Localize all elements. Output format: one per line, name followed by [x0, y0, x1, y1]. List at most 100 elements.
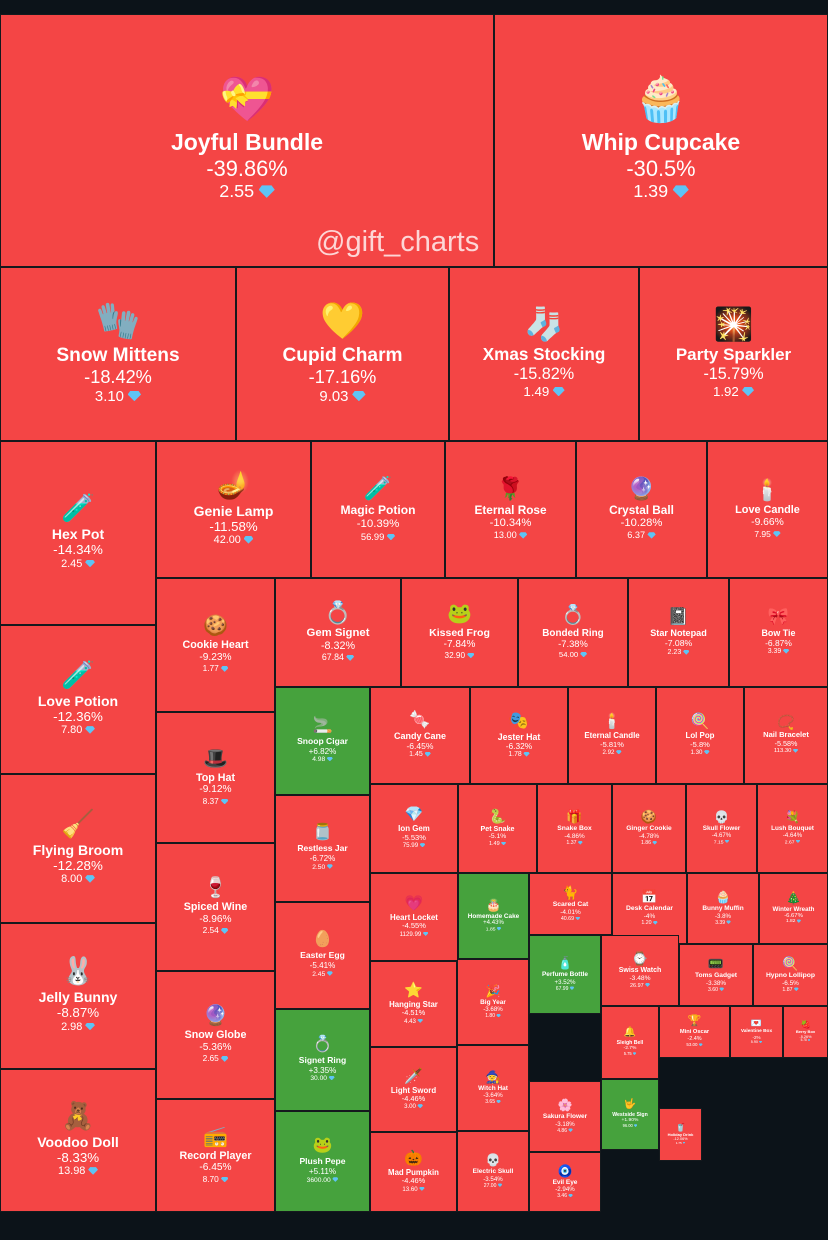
tile-price: 1.45 — [409, 751, 431, 759]
tile-change: +4.43% — [483, 920, 504, 927]
tile-joyful-bundle: 💝 Joyful Bundle -39.86% 2.55 — [0, 14, 494, 267]
tile-bonded-ring: 💍 Bonded Ring -7.38% 54.00 — [518, 578, 628, 687]
tile-price: 67.99 — [556, 986, 575, 992]
tile-label: Homemade Cake — [467, 912, 520, 920]
jester-hat-icon: 🎭 — [508, 710, 530, 730]
homemade-cake-icon: 🎂 — [486, 897, 501, 912]
tile-price: 2.45 — [312, 971, 333, 979]
tile-change: -4.78% — [638, 833, 659, 841]
diamond-icon — [672, 185, 689, 198]
diamond-icon — [220, 1056, 229, 1062]
tile-label: Hanging Star — [389, 1000, 438, 1010]
diamond-icon — [419, 1186, 425, 1191]
tile-change: -3.18% — [555, 1120, 575, 1128]
tile-change: -2% — [752, 1034, 761, 1040]
tile-label: Sakura Flower — [542, 1113, 588, 1121]
evil-eye-icon: 🧿 — [557, 1163, 573, 1178]
snoop-cigar-icon: 🚬 — [312, 716, 333, 734]
tile-price: 4.98 — [312, 756, 333, 764]
tile-change: -7.38% — [558, 638, 588, 650]
tile-label: Bunny Muffin — [702, 905, 744, 913]
tile-price: 8.00 — [61, 873, 95, 886]
tile-label: Top Hat — [195, 771, 236, 784]
holiday-drink-icon: 🥤 — [675, 1122, 686, 1132]
tile-change: -3.54% — [483, 1175, 503, 1183]
tile-snoop-cigar: 🚬 Snoop Cigar +6.82% 4.98 — [275, 687, 370, 795]
diamond-icon — [220, 666, 229, 672]
diamond-icon — [793, 987, 799, 992]
cookie-heart-icon: 🍪 — [203, 615, 228, 638]
tile-ginger-cookie: 🍪 Ginger Cookie -4.78% 1.86 — [612, 784, 686, 873]
diamond-icon — [88, 1167, 98, 1175]
tile-price: 1129.99 — [400, 931, 429, 938]
tile-change: +6.82% — [308, 746, 337, 756]
tile-change: -8.32% — [320, 640, 356, 653]
tile-price: 1.39 — [633, 181, 689, 203]
tile-price: 1.92 — [713, 384, 755, 400]
diamond-icon — [352, 390, 366, 402]
tile-westside-sign: 🤟 Westside Sign +1.90% 96.00 — [601, 1079, 659, 1150]
diamond-icon — [326, 864, 333, 869]
tile-change: -6.45% — [199, 1162, 232, 1174]
tile-price: 13.00 — [494, 530, 528, 541]
diamond-icon — [419, 843, 426, 848]
tile-label: Nail Bracelet — [763, 730, 809, 740]
bonded-ring-icon: 💍 — [561, 604, 585, 626]
diamond-icon — [698, 1043, 703, 1047]
tile-price: 3.00 — [404, 1103, 423, 1110]
tile-change: -6.67% — [784, 912, 803, 919]
tile-bow-tie: 🎀 Bow Tie -6.87% 3.39 — [729, 578, 828, 687]
tile-price: 53.00 — [686, 1042, 703, 1047]
diamond-icon — [85, 726, 95, 734]
winter-wreath-icon: 🎄 — [786, 890, 801, 905]
tile-label: Lol Pop — [685, 731, 715, 741]
tile-label: Pet Snake — [480, 825, 515, 834]
diamond-icon — [127, 390, 142, 402]
tile-change: -2.7% — [623, 1046, 637, 1052]
tile-label: Desk Calendar — [626, 905, 673, 913]
tile-candy-cane: 🍬 Candy Cane -6.45% 1.45 — [370, 687, 470, 784]
tile-restless-jar: 🫙 Restless Jar -6.72% 2.50 — [275, 795, 370, 902]
tile-label: Crystal Ball — [609, 503, 674, 517]
tile-label: Valentine Box — [740, 1029, 773, 1035]
skull-flower-icon: 💀 — [714, 810, 729, 825]
jelly-bunny-icon: 🐰 — [61, 956, 95, 987]
tile-party-sparkler: 🎇 Party Sparkler -15.79% 1.92 — [639, 267, 828, 441]
tile-price: 2.55 — [219, 181, 275, 203]
tile-change: -5.58% — [774, 740, 798, 749]
tile-label: Xmas Stocking — [482, 345, 606, 365]
tile-price: 13.98 — [58, 1165, 98, 1178]
tile-kissed-frog: 🐸 Kissed Frog -7.84% 32.90 — [401, 578, 518, 687]
spiced-wine-icon: 🍷 — [203, 877, 228, 900]
tile-label: Skull Flower — [702, 825, 741, 833]
tile-change: -9.66% — [751, 516, 784, 528]
tile-label: Ion Gem — [398, 824, 430, 834]
tile-change: -2.4% — [687, 1035, 702, 1042]
tile-label: Love Candle — [735, 504, 800, 517]
tile-label: Genie Lamp — [193, 502, 274, 519]
diamond-icon — [417, 1104, 423, 1109]
light-sword-icon: 🗡️ — [404, 1067, 423, 1085]
tile-label: Big Year — [480, 998, 506, 1006]
tile-label: Winter Wreath — [772, 905, 815, 913]
tile-price: 1.78 — [508, 751, 530, 759]
tile-change: -3.64% — [483, 1092, 503, 1100]
tile-label: Cookie Heart — [182, 639, 249, 652]
tile-toms-gadget: 📟 Toms Gadget -3.38% 3.60 — [679, 944, 753, 1006]
diamond-icon — [220, 798, 229, 805]
tile-change: -6.87% — [765, 637, 792, 648]
tile-price: 67.84 — [322, 652, 355, 663]
snake-box-icon: 🎁 — [566, 809, 583, 825]
mad-pumpkin-icon: 🎃 — [404, 1150, 423, 1168]
tile-price: 2.23 — [668, 648, 690, 657]
tile-voodoo-doll: 🧸 Voodoo Doll -8.33% 13.98 — [0, 1069, 156, 1212]
whip-cupcake-icon: 🧁 — [633, 75, 689, 125]
tile-crystal-ball: 🔮 Crystal Ball -10.28% 6.37 — [576, 441, 707, 578]
tile-star-notepad: 📓 Star Notepad -7.08% 2.23 — [628, 578, 729, 687]
tile-eternal-rose: 🌹 Eternal Rose -10.34% 13.00 — [445, 441, 576, 578]
watermark: @gift_charts — [316, 226, 480, 258]
tile-label: Jester Hat — [497, 731, 541, 742]
tile-price: 7.80 — [61, 724, 95, 737]
hanging-star-icon: ⭐ — [404, 982, 423, 1000]
tile-label: Hypno Lollipop — [765, 971, 816, 979]
